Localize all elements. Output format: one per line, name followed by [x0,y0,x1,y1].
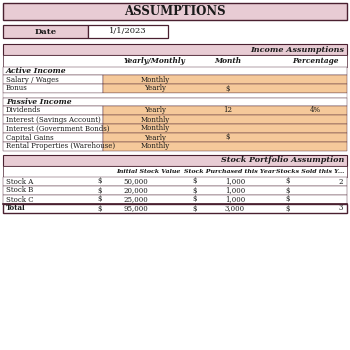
Text: Yearly: Yearly [144,84,166,92]
Bar [3,84,103,93]
Text: 1,000: 1,000 [225,196,245,203]
Text: $: $ [192,204,196,212]
Bar [103,115,347,124]
Text: 1,000: 1,000 [225,187,245,195]
Bar [3,115,103,124]
Bar [3,204,347,213]
Text: $: $ [192,196,196,203]
Bar [3,67,347,75]
Text: $: $ [285,196,289,203]
Text: 95,000: 95,000 [123,204,148,212]
Text: Rental Properties (Warehouse): Rental Properties (Warehouse) [6,142,115,150]
Bar [88,25,168,38]
Bar [103,142,347,151]
Bar [103,84,347,93]
Text: ASSUMPTIONS: ASSUMPTIONS [124,5,226,18]
Text: 20,000: 20,000 [123,187,148,195]
Text: $: $ [97,196,101,203]
Text: $: $ [97,204,101,212]
Text: Active Income: Active Income [6,67,66,75]
Bar [3,155,347,166]
Text: Total: Total [6,204,26,212]
Text: 50,000: 50,000 [123,177,148,186]
Text: Bonus: Bonus [6,84,28,92]
Text: $: $ [192,187,196,195]
Text: $: $ [192,177,196,186]
Bar [3,3,347,20]
Text: Initial Stock Value: Initial Stock Value [116,169,180,174]
Text: Stocks Sold this Y...: Stocks Sold this Y... [276,169,344,174]
Text: Dividends: Dividends [6,106,41,114]
Text: 3,000: 3,000 [225,204,245,212]
Bar [3,93,347,98]
Text: Month: Month [215,57,241,65]
Text: Interest (Government Bonds): Interest (Government Bonds) [6,125,110,133]
Bar [3,142,103,151]
Text: Date: Date [34,28,57,35]
Text: Monthly: Monthly [140,116,170,124]
Text: 1/1/2023: 1/1/2023 [109,28,147,35]
Bar [103,133,347,142]
Text: Yearly/Monthly: Yearly/Monthly [124,57,186,65]
Text: Monthly: Monthly [140,76,170,84]
Bar [3,166,347,177]
Text: Percentage: Percentage [292,57,338,65]
Bar [103,75,347,84]
Text: Stock B: Stock B [6,187,33,195]
Bar [3,25,88,38]
Bar [3,177,347,186]
Text: Yearly: Yearly [144,133,166,141]
Text: 12: 12 [224,106,232,114]
Text: Stock Portfolio Assumption: Stock Portfolio Assumption [220,156,344,164]
Text: Capital Gains: Capital Gains [6,133,54,141]
Text: Passive Income: Passive Income [6,98,72,106]
Text: 4%: 4% [309,106,321,114]
Bar [3,44,347,55]
Bar [3,124,103,133]
Text: Monthly: Monthly [140,142,170,150]
Bar [103,106,347,115]
Bar [3,133,103,142]
Text: Yearly: Yearly [144,106,166,114]
Text: Income Assumptions: Income Assumptions [250,46,344,54]
Text: $: $ [226,133,230,141]
Bar [3,55,347,67]
Text: 25,000: 25,000 [123,196,148,203]
Text: Interest (Savings Account): Interest (Savings Account) [6,116,101,124]
Text: $: $ [97,187,101,195]
Text: 2: 2 [338,177,343,186]
Text: Stock C: Stock C [6,196,34,203]
Text: $: $ [285,187,289,195]
Text: Stock A: Stock A [6,177,33,186]
Bar [3,186,347,195]
Text: $: $ [226,84,230,92]
Bar [3,106,103,115]
Text: 3: 3 [339,204,343,212]
Bar [103,124,347,133]
Text: $: $ [97,177,101,186]
Text: $: $ [285,177,289,186]
Bar [3,75,103,84]
Text: $: $ [285,204,289,212]
Text: Stock Purchased this Year: Stock Purchased this Year [184,169,275,174]
Text: Monthly: Monthly [140,125,170,133]
Text: Salary / Wages: Salary / Wages [6,76,59,84]
Text: 1,000: 1,000 [225,177,245,186]
Bar [3,98,347,106]
Bar [3,195,347,204]
